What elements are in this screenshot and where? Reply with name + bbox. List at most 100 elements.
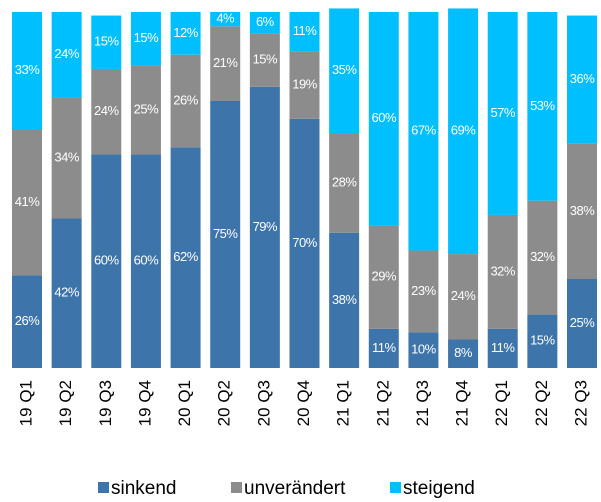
value-label: 70%: [292, 235, 317, 250]
bar-segment: [448, 339, 479, 368]
value-label: 21%: [213, 55, 238, 70]
bar-segment: [487, 12, 518, 215]
legend-label: steigend: [403, 478, 475, 499]
value-label: 15%: [253, 51, 278, 66]
bar-segment: [408, 12, 439, 251]
bar-segment: [408, 332, 439, 368]
bar-segment: [12, 275, 42, 368]
value-label: 42%: [54, 285, 79, 300]
legend-swatch: [390, 482, 401, 493]
value-label: 38%: [570, 203, 595, 218]
bar-segment: [487, 328, 518, 368]
value-label: 4%: [216, 11, 235, 26]
bar-segment: [567, 143, 597, 279]
value-label: 11%: [372, 340, 396, 355]
bar-segment: [91, 68, 122, 155]
x-tick-label: 19 Q2: [56, 380, 75, 426]
bar-segment: [289, 12, 320, 52]
value-label: 32%: [530, 249, 555, 264]
bar-segment: [170, 12, 201, 55]
x-tick-label: 21 Q3: [413, 380, 432, 426]
bar-segment: [448, 8, 479, 255]
legend-label: unverändert: [244, 478, 346, 499]
bar-segment: [249, 86, 280, 368]
legend-item: steigend: [390, 478, 475, 499]
value-label: 60%: [94, 253, 119, 268]
bar-segment: [51, 12, 82, 98]
value-label: 24%: [451, 288, 476, 303]
bar-segment: [51, 218, 82, 368]
value-label: 57%: [490, 105, 515, 120]
value-label: 11%: [491, 340, 515, 355]
value-label: 10%: [411, 342, 436, 357]
value-label: 75%: [213, 226, 238, 241]
value-label: 34%: [54, 149, 79, 164]
bar-segment: [51, 97, 82, 219]
bar-segment: [249, 12, 280, 34]
x-tick-label: 19 Q3: [96, 380, 115, 426]
bar-segment: [329, 232, 360, 368]
bar-segment: [567, 279, 597, 368]
value-label: 24%: [54, 46, 79, 61]
bar-segment: [448, 254, 479, 340]
bar-segment: [408, 250, 439, 333]
legend-swatch: [98, 482, 109, 493]
bar-segment: [12, 12, 42, 130]
bar-segment: [12, 129, 42, 276]
value-label: 15%: [94, 34, 119, 49]
bar-segment: [368, 328, 399, 368]
value-label: 19%: [292, 76, 317, 91]
x-tick-label: 20 Q2: [215, 380, 234, 426]
bar-segment: [527, 200, 558, 315]
bar-segment: [487, 214, 518, 329]
value-label: 15%: [134, 30, 159, 45]
value-label: 67%: [411, 123, 436, 138]
bar-segment: [130, 65, 161, 155]
value-label: 6%: [256, 14, 275, 29]
legend-swatch: [231, 482, 242, 493]
bar-segment: [329, 133, 360, 233]
bar-segment: [210, 26, 241, 102]
x-tick-label: 21 Q1: [334, 380, 353, 426]
bar-segment: [249, 33, 280, 87]
bar-segment: [130, 154, 161, 368]
x-tick-label: 19 Q1: [16, 380, 35, 426]
value-label: 38%: [332, 292, 357, 307]
value-label: 8%: [454, 345, 473, 360]
value-label: 25%: [570, 315, 595, 330]
x-tick-label: 22 Q3: [571, 380, 590, 426]
value-label: 35%: [332, 62, 357, 77]
bar-segment: [289, 118, 320, 368]
x-tick-label: 22 Q1: [492, 380, 511, 426]
x-tick-label: 20 Q3: [254, 380, 273, 426]
value-label: 11%: [293, 23, 317, 38]
value-label: 60%: [134, 253, 159, 268]
value-label: 36%: [570, 71, 595, 86]
bar-segment: [527, 12, 558, 201]
value-label: 25%: [134, 101, 159, 116]
value-label: 41%: [15, 194, 40, 209]
bar-segment: [289, 51, 320, 119]
x-tick-label: 22 Q2: [532, 380, 551, 426]
bar-segment: [91, 154, 122, 368]
bar-segment: [210, 101, 241, 368]
bar-segment: [527, 314, 558, 368]
bar-segment: [368, 225, 399, 329]
value-label: 62%: [173, 249, 198, 264]
bar-segment: [170, 54, 201, 148]
x-tick-label: 21 Q4: [453, 380, 472, 426]
x-tick-label: 21 Q2: [373, 380, 392, 426]
legend-label: sinkend: [111, 478, 177, 499]
value-label: 69%: [451, 123, 476, 138]
value-label: 53%: [530, 98, 555, 113]
value-label: 26%: [15, 313, 40, 328]
x-tick-label: 19 Q4: [135, 380, 154, 426]
bar-segment: [91, 15, 122, 69]
bar-segment: [210, 12, 241, 27]
x-tick-label: 20 Q1: [175, 380, 194, 426]
value-label: 23%: [411, 283, 436, 298]
value-label: 28%: [332, 174, 357, 189]
legend-item: sinkend: [98, 478, 177, 499]
value-label: 33%: [15, 62, 40, 77]
